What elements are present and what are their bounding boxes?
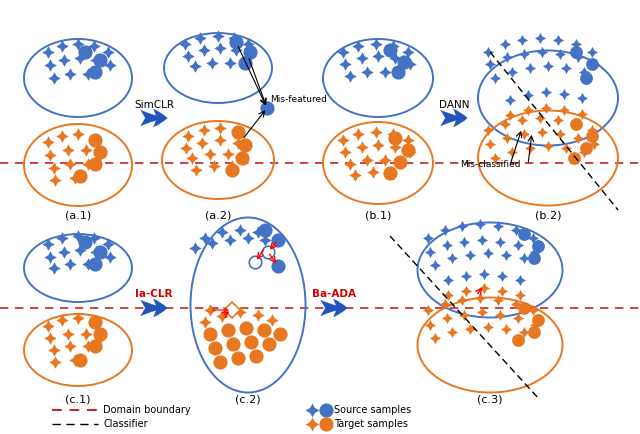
Text: (c.3): (c.3): [477, 395, 503, 405]
Text: (c.1): (c.1): [65, 395, 91, 405]
Text: Source samples: Source samples: [334, 405, 412, 415]
Text: Ia-CLR: Ia-CLR: [135, 289, 173, 299]
Text: Mis-classified: Mis-classified: [460, 160, 520, 169]
Text: Ba-ADA: Ba-ADA: [312, 289, 356, 299]
Text: SimCLR: SimCLR: [134, 100, 174, 110]
Text: Domain boundary: Domain boundary: [103, 405, 191, 415]
Text: (c.2): (c.2): [235, 395, 261, 405]
Text: DANN: DANN: [439, 100, 469, 110]
Text: (b.2): (b.2): [535, 210, 561, 220]
Text: (a.1): (a.1): [65, 210, 91, 220]
Text: (a.2): (a.2): [205, 210, 231, 220]
Text: (b.1): (b.1): [365, 210, 391, 220]
Text: Target samples: Target samples: [334, 419, 408, 429]
Text: Classifier: Classifier: [103, 419, 148, 429]
Text: Mis-featured: Mis-featured: [270, 95, 327, 105]
